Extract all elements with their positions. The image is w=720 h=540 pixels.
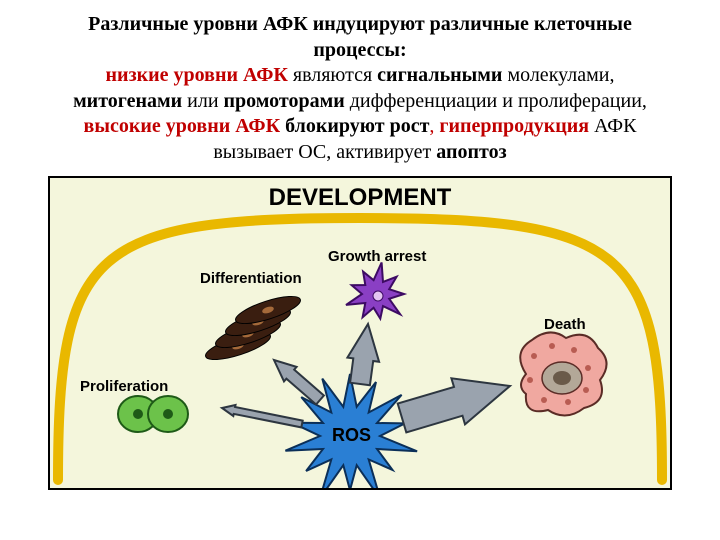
- header-text: Различные уровни АФК индуцируют различны…: [0, 0, 720, 170]
- label-differentiation: Differentiation: [200, 270, 302, 287]
- label-proliferation: Proliferation: [80, 378, 168, 395]
- label-death: Death: [544, 316, 586, 333]
- label-ros: ROS: [332, 425, 371, 446]
- label-growth-arrest: Growth arrest: [328, 248, 426, 265]
- h-line1: Различные уровни АФК индуцируют различны…: [88, 13, 632, 61]
- h-low: низкие уровни АФК: [106, 64, 288, 86]
- diagram-panel: DEVELOPMENT Proliferation Differentiatio…: [48, 176, 672, 490]
